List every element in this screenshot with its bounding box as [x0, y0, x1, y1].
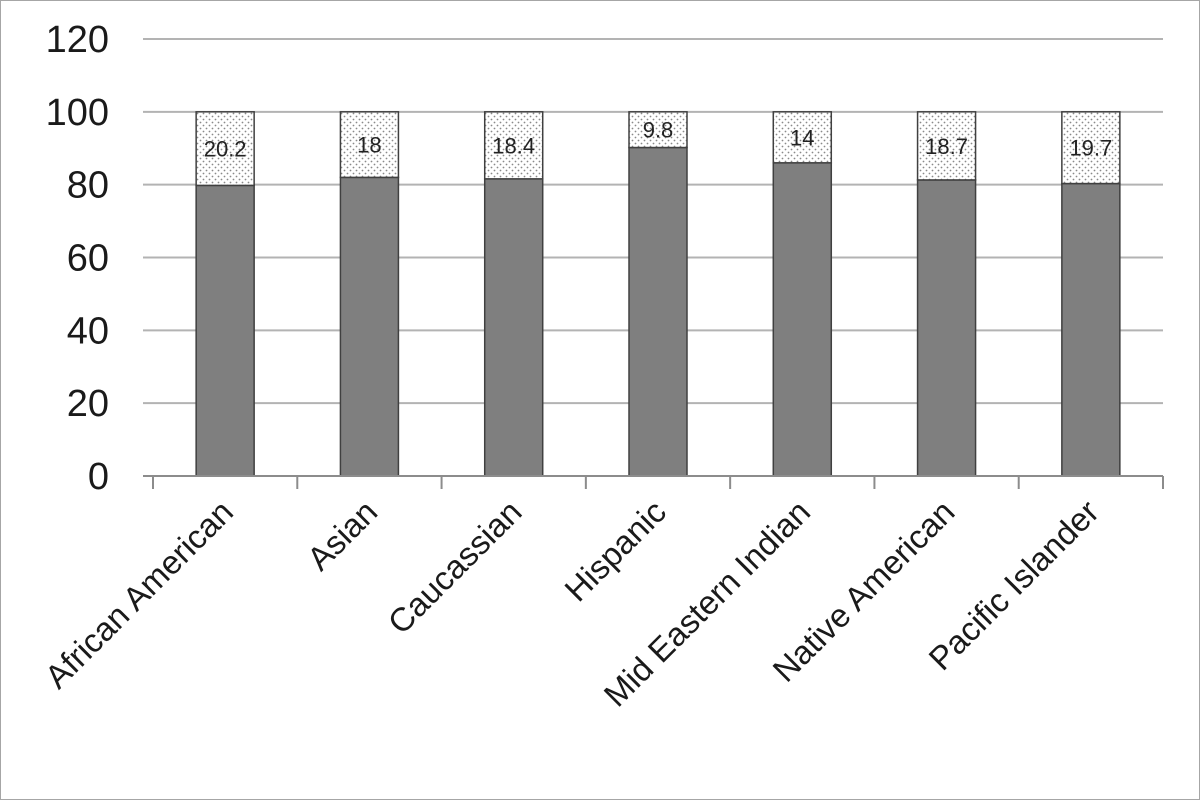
- bar-segment-base: [916, 179, 977, 477]
- bar-segment-top: [1061, 111, 1121, 185]
- y-tick-label: 80: [67, 165, 109, 207]
- x-tick-label: African American: [38, 493, 241, 696]
- data-label: 20.2: [204, 137, 247, 162]
- bar-segment-base: [1061, 182, 1121, 477]
- y-tick-label: 60: [67, 238, 109, 280]
- data-label: 9.8: [643, 118, 674, 143]
- bar-segment-top: [628, 111, 688, 149]
- x-tick-label: Caucassian: [381, 493, 529, 641]
- bar-segment-top: [483, 111, 544, 180]
- y-axis-ticks: 0 20 40 60 80 100 120: [46, 19, 109, 498]
- bar-segment-base: [483, 178, 544, 477]
- data-label: 18.7: [925, 134, 968, 159]
- bar-segment-top: [195, 111, 255, 187]
- x-tick-label: Hispanic: [557, 493, 673, 609]
- data-label: 14: [790, 125, 814, 150]
- x-axis: [143, 475, 1164, 489]
- bar-segment-base: [628, 146, 688, 477]
- bar-segment-base: [772, 162, 833, 477]
- data-label: 18.4: [492, 133, 535, 158]
- data-label: 18: [357, 133, 381, 158]
- y-tick-label: 120: [46, 19, 109, 61]
- bar-segment-top: [339, 111, 400, 179]
- y-tick-label: 40: [67, 310, 109, 352]
- data-label: 19.7: [1069, 136, 1112, 161]
- y-tick-label: 100: [46, 92, 109, 134]
- bars: 20.2 18 18.4 9.8 14 18.7 19.7: [195, 111, 1121, 477]
- bar-segment-top: [916, 111, 977, 181]
- bar-segment-base: [339, 176, 400, 477]
- y-tick-label: 0: [88, 456, 109, 498]
- bar-segment-top: [772, 111, 833, 164]
- bar-segment-base: [195, 184, 255, 477]
- y-tick-label: 20: [67, 383, 109, 425]
- x-tick-label: Asian: [300, 493, 385, 578]
